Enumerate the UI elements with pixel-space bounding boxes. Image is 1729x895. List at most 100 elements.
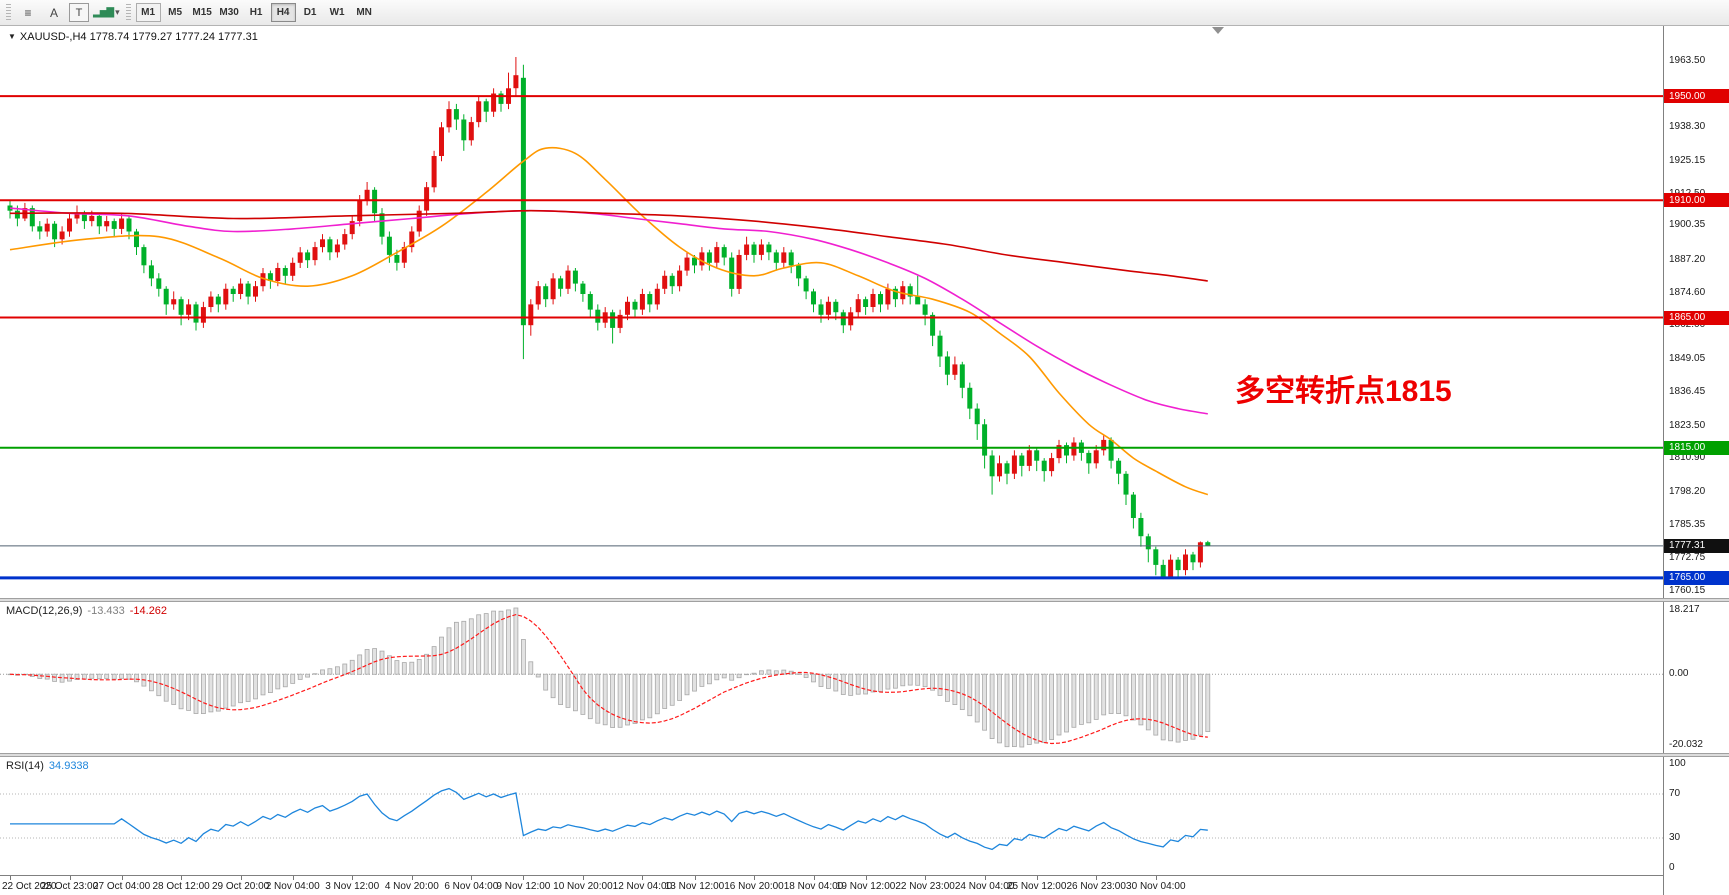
time-label: 24 Nov 04:00 bbox=[954, 881, 1015, 892]
macd-label: MACD(12,26,9) -13.433 -14.262 bbox=[6, 605, 167, 617]
collapse-arrow-icon[interactable]: ▼ bbox=[8, 32, 16, 41]
time-label: 26 Nov 23:00 bbox=[1066, 881, 1126, 892]
time-tick bbox=[1096, 876, 1098, 880]
rsi-axis-70: 70 bbox=[1669, 788, 1681, 799]
time-label: 13 Nov 12:00 bbox=[664, 881, 725, 892]
time-tick bbox=[292, 876, 294, 880]
time-label: 4 Nov 20:00 bbox=[384, 881, 439, 892]
rsi-line bbox=[10, 787, 1208, 851]
tf-button-m1[interactable]: M1 bbox=[135, 3, 161, 22]
time-label: 2 Nov 04:00 bbox=[265, 881, 320, 892]
macd-label-text: MACD(12,26,9) bbox=[6, 605, 83, 617]
ma-mid-line bbox=[9, 207, 1208, 415]
time-label: 29 Oct 20:00 bbox=[211, 881, 270, 892]
time-tick bbox=[240, 876, 242, 880]
tf-button-m5[interactable]: M5 bbox=[168, 7, 183, 18]
rsi-label-text: RSI(14) bbox=[6, 760, 44, 772]
time-label: 9 Nov 12:00 bbox=[496, 881, 551, 892]
toolbar-grip[interactable] bbox=[6, 3, 11, 22]
time-tick bbox=[1155, 876, 1157, 880]
rsi-axis-0: 0 bbox=[1669, 862, 1675, 873]
ma-fast-line bbox=[9, 146, 1209, 496]
rsi-axis-30: 30 bbox=[1669, 832, 1681, 843]
time-label: 6 Nov 04:00 bbox=[444, 881, 499, 892]
tf-button-m15[interactable]: M15 bbox=[192, 7, 212, 18]
price-tick: 1862.00 bbox=[1669, 319, 1706, 331]
time-label: 27 Oct 04:00 bbox=[92, 881, 151, 892]
time-tick bbox=[352, 876, 354, 880]
time-label: 16 Nov 20:00 bbox=[724, 881, 784, 892]
time-tick bbox=[813, 876, 815, 880]
time-tick bbox=[1036, 876, 1038, 880]
indicators-icon: ▂▅▇ bbox=[93, 7, 114, 18]
macd-signal-value: -14.262 bbox=[129, 605, 168, 617]
time-tick bbox=[471, 876, 473, 880]
price-level-badge: 1950.00 bbox=[1664, 89, 1729, 104]
panel-divider[interactable] bbox=[0, 598, 1729, 602]
price-tick: 1912.50 bbox=[1669, 188, 1705, 199]
tf-button-mn[interactable]: MN bbox=[356, 7, 372, 18]
time-label: 30 Nov 04:00 bbox=[1126, 881, 1186, 892]
price-level-badge: 1910.00 bbox=[1664, 193, 1729, 208]
time-tick bbox=[642, 876, 644, 880]
rsi-panel-canvas[interactable] bbox=[0, 757, 1663, 875]
time-tick bbox=[523, 876, 525, 880]
price-tick: 1900.35 bbox=[1669, 219, 1706, 231]
time-tick bbox=[694, 876, 696, 880]
price-tick: 1925.15 bbox=[1669, 154, 1706, 166]
toolbar: ≡ A T ▂▅▇ ▾ M1 M5 M15 M30 H1 H4 D1 W1 MN bbox=[0, 0, 1729, 26]
symbol-ohlc-line: ▼ XAUUSD-,H4 1778.74 1779.27 1777.24 1777… bbox=[8, 31, 258, 43]
tf-button-d1[interactable]: D1 bbox=[303, 7, 317, 18]
cursor-tool-button[interactable]: A bbox=[43, 3, 65, 23]
macd-axis-min: -20.032 bbox=[1669, 739, 1703, 750]
price-chart-canvas[interactable] bbox=[0, 26, 1663, 598]
price-tick: 1823.50 bbox=[1669, 419, 1706, 431]
symbol-ohlc-text: XAUUSD-,H4 1778.74 1779.27 1777.24 1777.… bbox=[19, 31, 258, 43]
timeframe-group: M1 M5 M15 M30 H1 H4 D1 W1 MN bbox=[135, 3, 378, 22]
toolbar-grip-2[interactable] bbox=[125, 3, 131, 22]
macd-histogram bbox=[7, 607, 1211, 748]
time-tick bbox=[121, 876, 123, 880]
rsi-value: 34.9338 bbox=[48, 760, 89, 772]
time-label: 25 Nov 12:00 bbox=[1006, 881, 1067, 892]
windows-button[interactable]: ≡ bbox=[17, 3, 39, 23]
tf-button-w1[interactable]: W1 bbox=[329, 7, 345, 18]
chart-shift-marker-icon[interactable] bbox=[1212, 27, 1224, 34]
time-label: 18 Nov 04:00 bbox=[783, 881, 844, 892]
time-tick bbox=[69, 876, 71, 880]
tf-button-h1[interactable]: H1 bbox=[249, 7, 263, 18]
time-tick bbox=[411, 876, 413, 880]
time-tick bbox=[925, 876, 927, 880]
time-label: 25 Oct 23:00 bbox=[40, 881, 99, 892]
current-price-badge: 1777.31 bbox=[1664, 538, 1729, 553]
time-tick bbox=[754, 876, 755, 880]
time-label: 12 Nov 04:00 bbox=[612, 881, 673, 892]
price-axis[interactable]: 1963.50 1938.30 1925.15 1912.50 1900.35 1887.… bbox=[1663, 26, 1729, 895]
tf-button-m30[interactable]: M30 bbox=[219, 7, 239, 18]
dropdown-chevron-icon: ▾ bbox=[115, 7, 120, 17]
price-level-badge: 1815.00 bbox=[1664, 440, 1729, 455]
price-level-badge: 1865.00 bbox=[1664, 310, 1729, 325]
price-tick: 1836.45 bbox=[1669, 385, 1706, 397]
price-tick: 1810.90 bbox=[1669, 452, 1706, 464]
indicators-button[interactable]: ▂▅▇ ▾ bbox=[93, 3, 120, 23]
time-tick bbox=[10, 876, 11, 880]
price-tick: 1874.60 bbox=[1669, 286, 1706, 298]
price-tick: 1849.05 bbox=[1669, 353, 1706, 364]
tf-button-h4[interactable]: H4 bbox=[270, 3, 296, 22]
panel-divider-2[interactable] bbox=[0, 753, 1729, 757]
price-tick: 1785.35 bbox=[1669, 518, 1706, 530]
ma-slow-line bbox=[9, 209, 1208, 282]
time-label: 3 Nov 12:00 bbox=[325, 881, 380, 892]
price-tick: 1760.15 bbox=[1669, 584, 1706, 596]
cursor-tool-icon: A bbox=[49, 5, 58, 20]
macd-main-value: -13.433 bbox=[87, 605, 125, 617]
macd-panel-canvas[interactable] bbox=[0, 602, 1663, 753]
macd-axis-max: 18.217 bbox=[1669, 604, 1700, 615]
price-tick: 1938.30 bbox=[1669, 120, 1706, 132]
time-axis[interactable]: 22 Oct 2020 25 Oct 23:00 27 Oct 04:00 28 Oc… bbox=[0, 875, 1663, 895]
time-tick bbox=[865, 876, 867, 880]
text-tool-icon: T bbox=[75, 6, 83, 19]
text-tool-button[interactable]: T bbox=[69, 3, 89, 22]
